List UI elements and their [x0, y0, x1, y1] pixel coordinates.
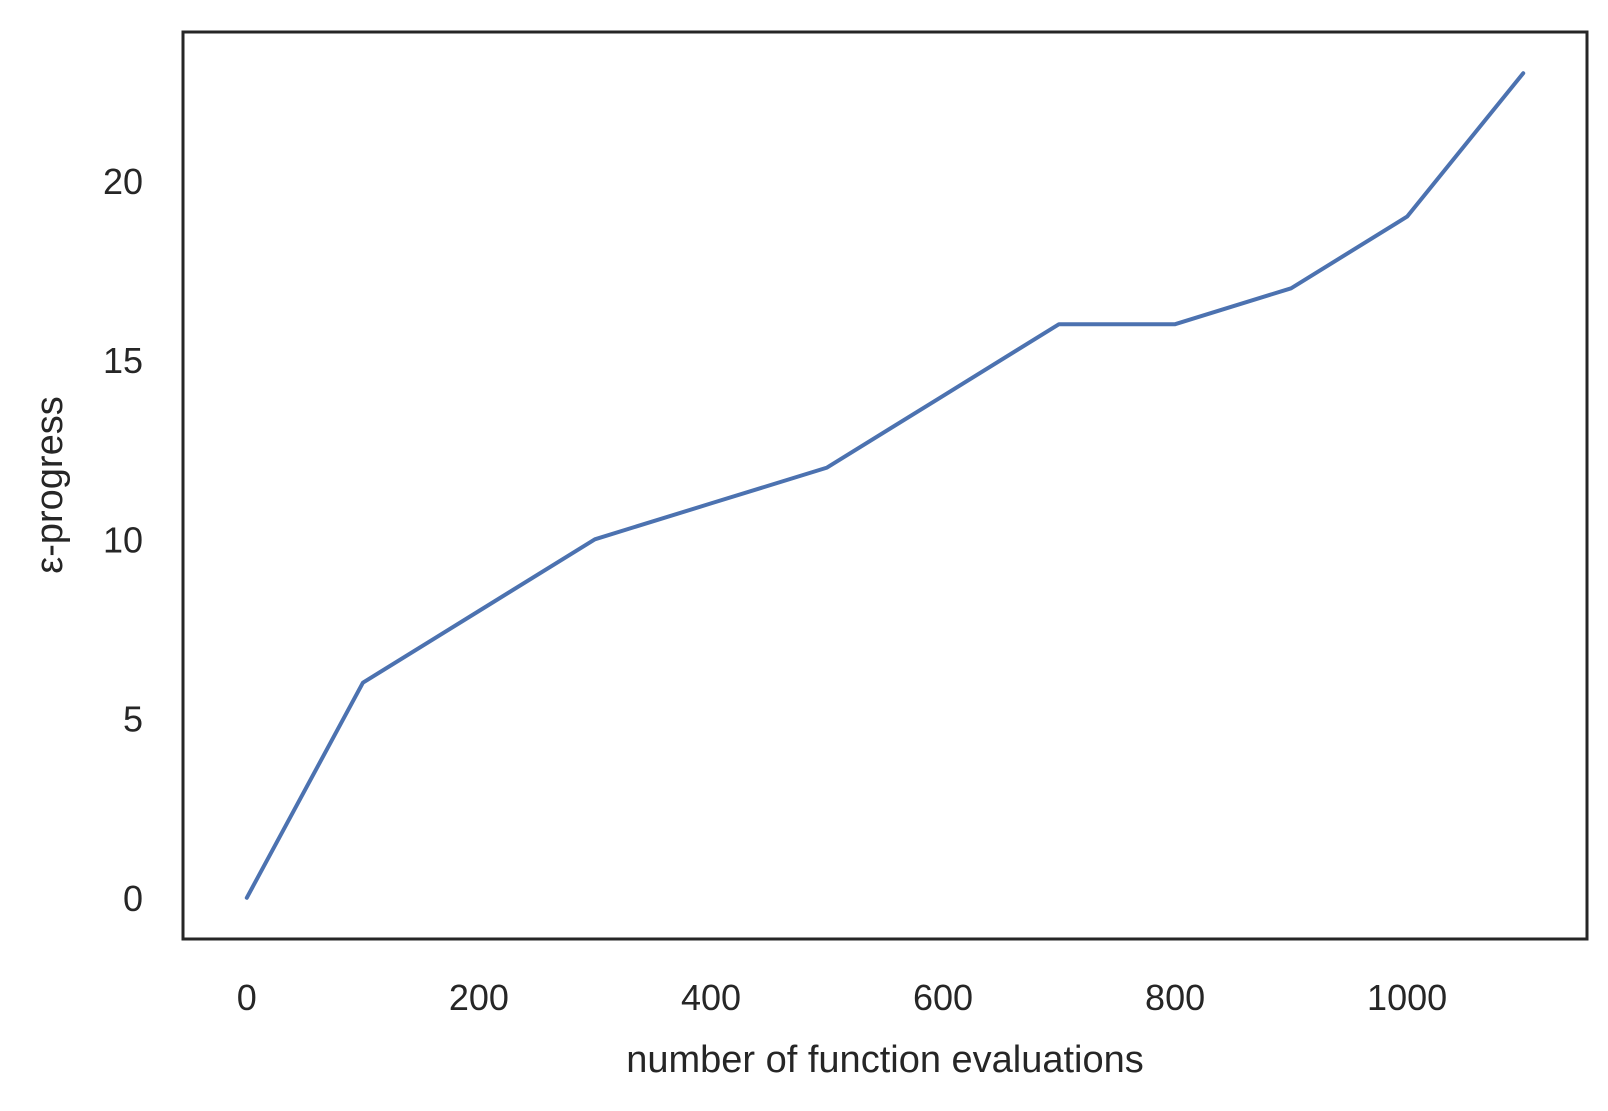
y-tick-label: 5 [123, 699, 143, 740]
x-tick-label: 600 [913, 977, 973, 1018]
y-tick-label: 10 [103, 519, 143, 560]
x-axis-label: number of function evaluations [626, 1039, 1144, 1081]
series-line-0 [244, 71, 1526, 900]
x-tick-label: 400 [681, 977, 741, 1018]
x-tick-label: 0 [237, 977, 257, 1018]
y-tick-label: 15 [103, 340, 143, 381]
y-axis-label: ε-progress [29, 396, 71, 573]
x-tick-label: 200 [449, 977, 509, 1018]
plot-marks [244, 71, 1526, 900]
x-tick-labels: 0 200 400 600 800 1000 [237, 977, 1447, 1018]
y-tick-label: 0 [123, 878, 143, 919]
x-tick-label: 1000 [1367, 977, 1447, 1018]
y-tick-label: 20 [103, 161, 143, 202]
y-tick-labels: 0 5 10 15 20 [103, 161, 143, 919]
plot-frame [181, 30, 1589, 941]
x-tick-label: 800 [1145, 977, 1205, 1018]
